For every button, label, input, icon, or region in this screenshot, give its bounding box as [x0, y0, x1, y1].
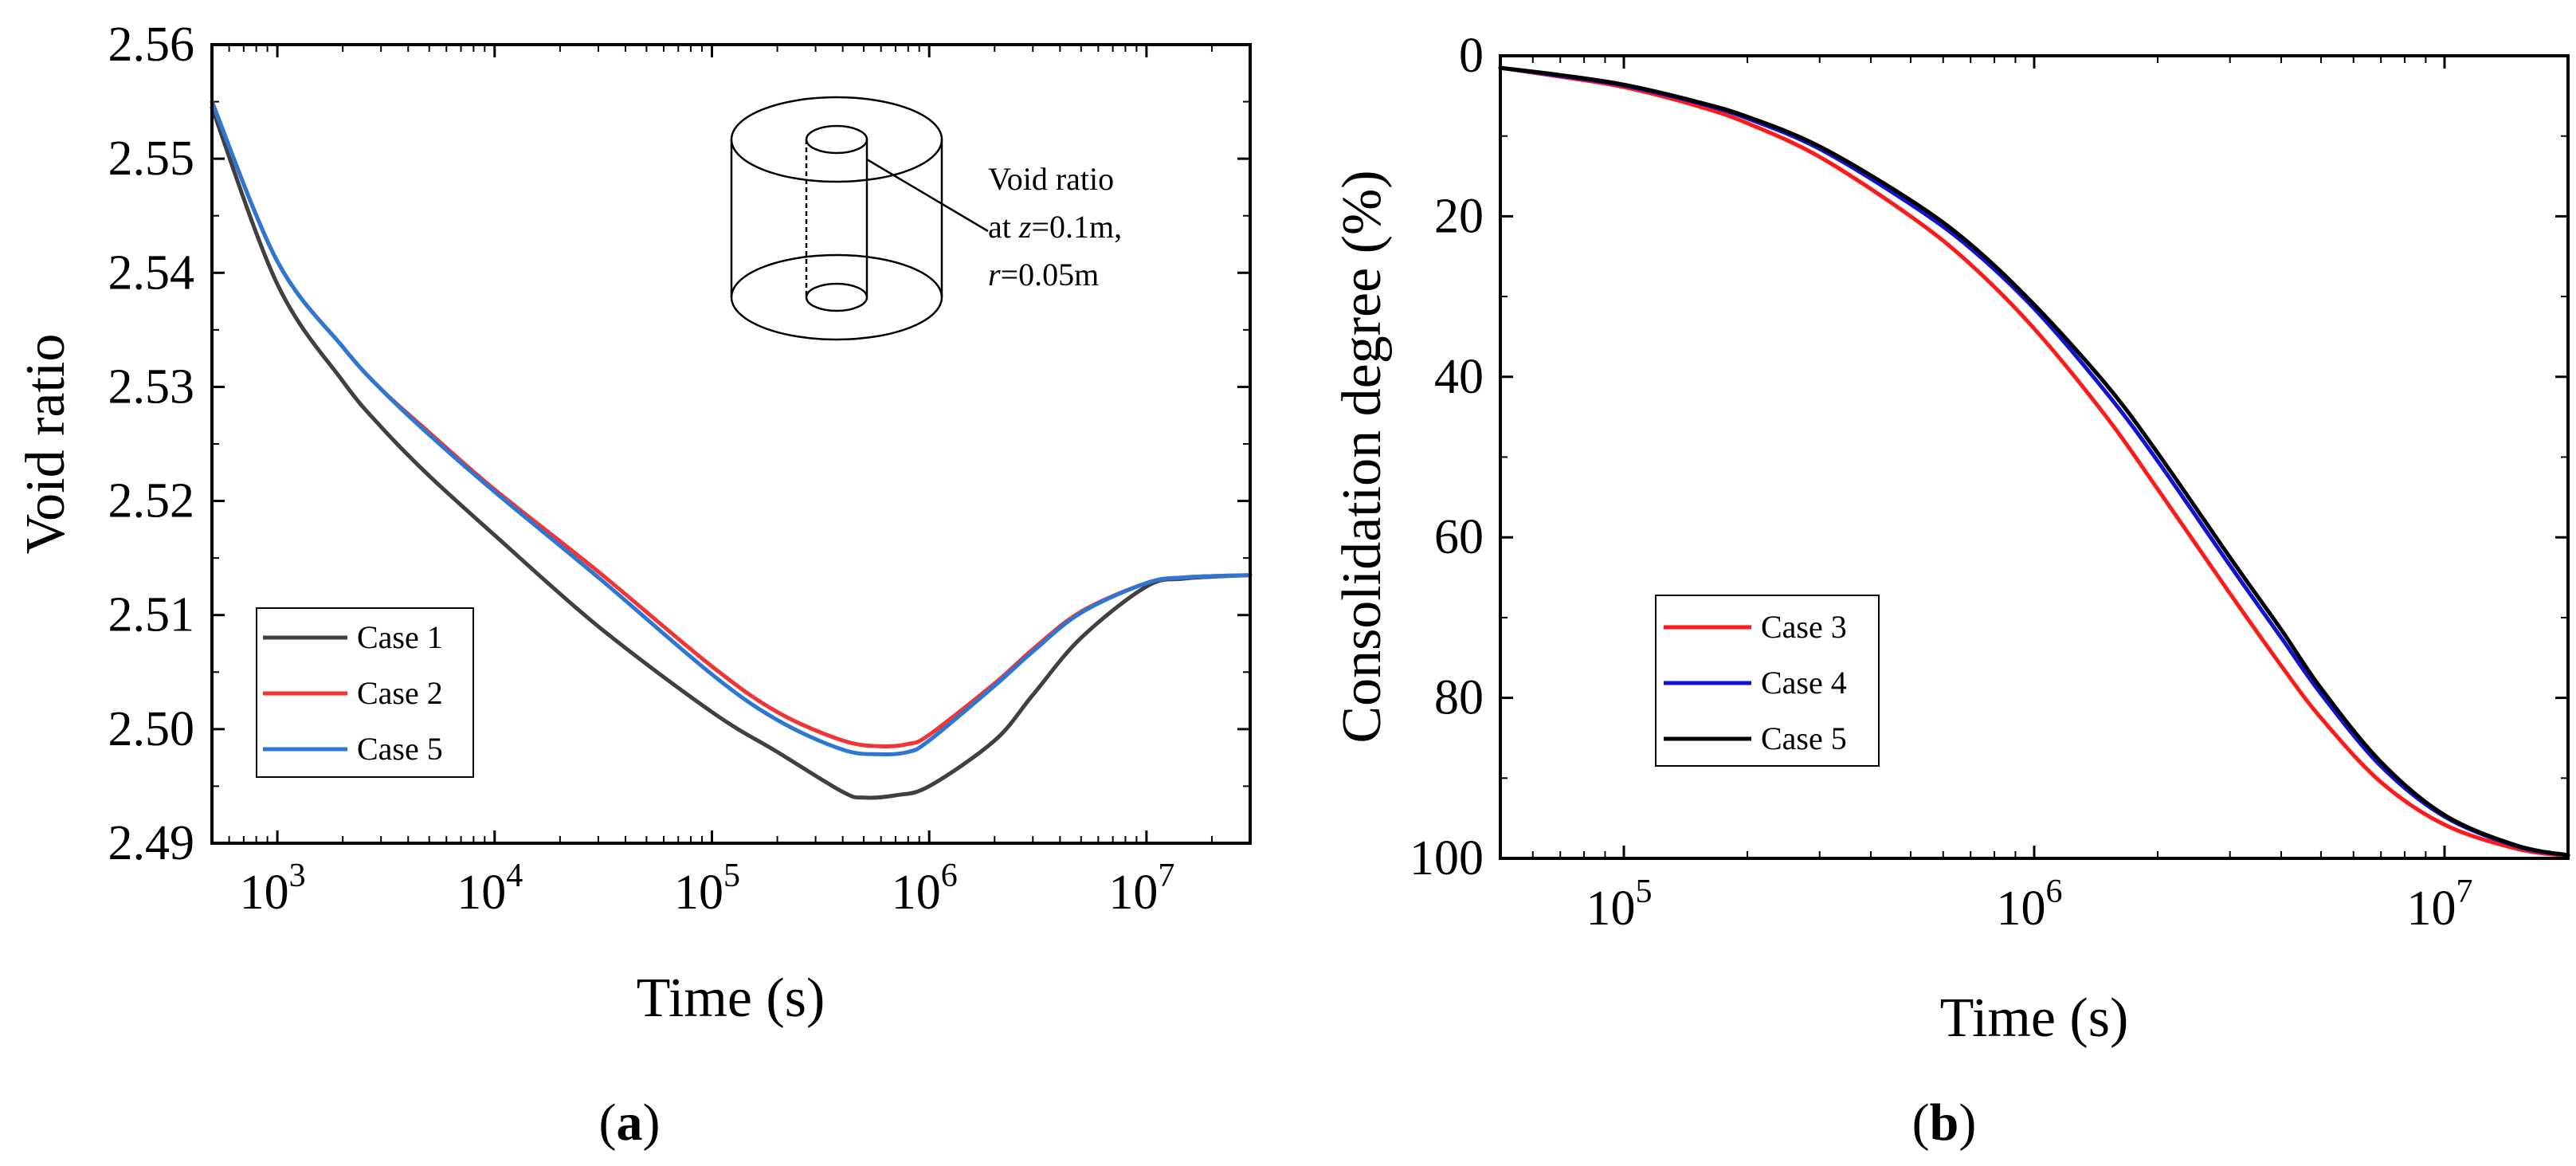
x-axis-a: 103 104 105 106 107 — [228, 45, 1213, 920]
x-tick-label-exponent: 6 — [2046, 874, 2063, 910]
series-line-case-3-b — [1498, 65, 2570, 858]
legend-label-case-5-b: Case 5 — [1761, 720, 1847, 756]
annotation-line-1: Void ratio — [988, 161, 1114, 197]
x-axis-title-b: Time (s) — [1940, 987, 2129, 1049]
y-tick-label-b: 60 — [1434, 510, 1484, 564]
y-axis-b: 0 20 40 60 80 100 — [1410, 29, 2568, 885]
x-tick-label-base: 10 — [674, 866, 723, 920]
x-tick-label-exponent: 3 — [289, 858, 306, 894]
y-tick-label-a: 2.53 — [108, 359, 195, 414]
series-line-case-5-a — [210, 100, 1253, 757]
y-axis-title-b: Consolidation degree (%) — [1331, 170, 1393, 743]
y-tick-label-a: 2.49 — [108, 816, 195, 870]
x-tick-label-b: 106 — [1997, 874, 2063, 936]
legend-b: Case 3 Case 4 Case 5 — [1655, 595, 1880, 767]
legend-label-case-4: Case 4 — [1761, 665, 1847, 701]
x-tick-label-exponent: 7 — [2456, 874, 2472, 910]
x-tick-label-base: 10 — [892, 866, 941, 920]
plot-frame-a — [210, 43, 1252, 845]
cylinder-diagram — [730, 96, 989, 341]
legend-label-case-5: Case 5 — [357, 731, 443, 767]
y-tick-label-b: 0 — [1459, 29, 1484, 83]
x-tick-label-exponent: 5 — [723, 858, 740, 894]
y-axis-a: 2.49 2.50 2.51 2.52 2.53 2.54 2.55 2.56 — [108, 18, 1250, 870]
y-axis-title-a: Void ratio — [15, 334, 76, 555]
annotation-line-2: at z=0.1m, — [988, 209, 1122, 245]
x-tick-label-exponent: 6 — [941, 858, 958, 894]
panel-label-b-letter: b — [1930, 1093, 1959, 1152]
plot-frame-b — [1499, 54, 2570, 860]
x-tick-label-exponent: 4 — [506, 858, 523, 894]
annotation-pointer — [866, 158, 989, 233]
drain-bottom-ellipse — [805, 282, 868, 312]
y-tick-label-b: 20 — [1434, 189, 1484, 243]
series-group-a — [210, 100, 1253, 800]
legend-label-case-3: Case 3 — [1761, 609, 1847, 645]
annotation-var-r: r — [988, 257, 1001, 292]
x-axis-title-a: Time (s) — [637, 968, 825, 1029]
panel-label-a-letter: a — [617, 1093, 643, 1152]
annotation-var-z: z — [1018, 209, 1032, 245]
y-tick-label-b: 80 — [1434, 671, 1484, 725]
series-line-case-5-b — [1498, 65, 2570, 858]
y-tick-label-a: 2.54 — [108, 245, 195, 300]
annotation-line-2-prefix: at — [988, 209, 1019, 245]
x-tick-label-a: 106 — [892, 858, 958, 920]
drain-top-ellipse — [805, 124, 868, 155]
x-tick-label-base: 10 — [2406, 881, 2456, 936]
x-tick-label-exponent: 7 — [1158, 858, 1174, 894]
cylinder-top-ellipse — [730, 96, 943, 183]
series-group-b — [1498, 65, 2570, 858]
x-tick-label-a: 104 — [457, 858, 523, 920]
y-tick-label-a: 2.51 — [108, 588, 195, 642]
legend-label-case-1: Case 1 — [357, 619, 443, 655]
legend-a: Case 1 Case 2 Case 5 — [256, 607, 474, 778]
annotation-line-3: r=0.05m — [988, 257, 1099, 292]
x-tick-label-exponent: 5 — [1636, 874, 1653, 910]
x-tick-label-b: 105 — [1586, 874, 1653, 936]
y-tick-label-a: 2.55 — [108, 132, 195, 186]
chart-panel-a: 103 104 105 106 107 2.492.502.512.522.532.54… — [15, 18, 1253, 1152]
y-tick-label-b: 100 — [1410, 831, 1484, 885]
x-tick-label-base: 10 — [240, 866, 289, 920]
x-tick-label-a: 103 — [240, 858, 306, 920]
y-tick-label-a: 2.56 — [108, 18, 195, 72]
x-tick-label-a: 105 — [674, 858, 740, 920]
x-tick-label-base: 10 — [457, 866, 506, 920]
x-tick-label-a: 107 — [1108, 858, 1174, 920]
legend-label-case-2: Case 2 — [357, 675, 443, 711]
y-tick-label-a: 2.52 — [108, 474, 195, 528]
x-tick-label-base: 10 — [1997, 881, 2046, 936]
x-tick-label-base: 10 — [1108, 866, 1158, 920]
x-axis-b: 105 106 107 — [1531, 56, 2472, 936]
cylinder-bottom-ellipse — [730, 253, 943, 341]
annotation-line-2-rest: =0.1m, — [1031, 209, 1122, 245]
panel-label-b: (b) — [1912, 1093, 1977, 1152]
annotation-line-3-rest: =0.05m — [1001, 257, 1100, 292]
annotation: Void ratio at z=0.1m, r=0.05m — [988, 161, 1122, 292]
series-line-case-1-a — [210, 105, 1253, 800]
y-tick-label-a: 2.50 — [108, 702, 195, 756]
panel-label-a: (a) — [599, 1093, 661, 1152]
y-tick-label-b: 40 — [1434, 350, 1484, 404]
x-tick-label-b: 107 — [2406, 874, 2472, 936]
x-tick-label-base: 10 — [1586, 881, 1636, 936]
